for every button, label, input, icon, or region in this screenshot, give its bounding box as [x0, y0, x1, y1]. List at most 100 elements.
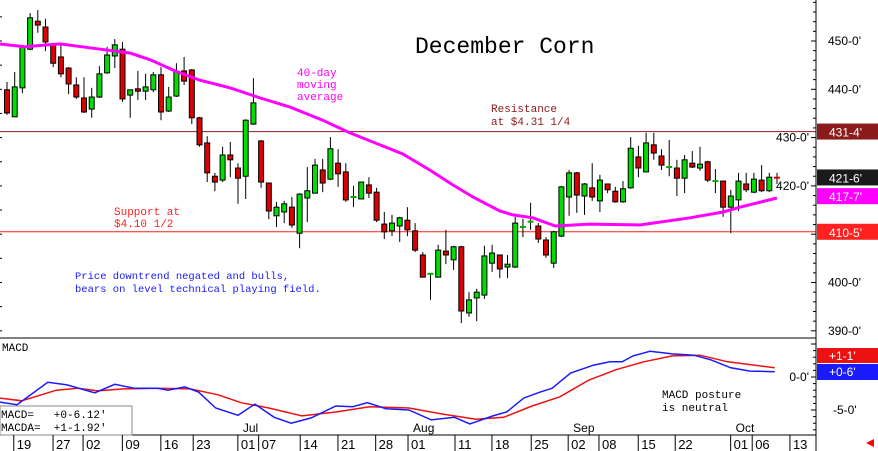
date-tick-label: 15 [641, 437, 655, 451]
candlestick-series [4, 10, 780, 324]
support-tag: 410-5' [829, 226, 862, 240]
candle [450, 245, 457, 270]
resistance-tag-bg [817, 123, 878, 140]
candle-body [150, 74, 157, 91]
macd-tag: +0-6' [829, 365, 856, 379]
candle-body [442, 250, 449, 256]
month-label: Oct [736, 421, 755, 435]
candle-body [273, 206, 280, 217]
candle-body [758, 179, 765, 192]
candle [419, 252, 426, 278]
candle-body [11, 86, 18, 118]
candle-body [227, 154, 234, 161]
candle-body [81, 97, 87, 113]
scroll-arrow-icon[interactable] [866, 439, 874, 447]
candle [581, 183, 588, 215]
candle-body [643, 142, 650, 173]
date-tick-label: 08 [602, 437, 616, 451]
candle-body [327, 148, 334, 180]
candle [604, 183, 611, 194]
month-label: Sep [573, 421, 595, 435]
candle-body [389, 222, 395, 232]
candle-body [204, 142, 211, 174]
price-tick-label: 400-0' [828, 276, 861, 290]
date-tick-label: 09 [125, 437, 139, 451]
candle [766, 172, 773, 193]
candle-body [489, 252, 496, 264]
candle [150, 71, 157, 93]
price-tick-label: 430-0' [776, 131, 809, 145]
candle-body [673, 167, 680, 179]
candle [689, 151, 696, 169]
candle-body [466, 299, 472, 314]
candle [750, 172, 757, 194]
candle [273, 201, 280, 227]
candle-body [727, 195, 734, 208]
candle-body [73, 84, 80, 98]
candle-body [566, 172, 573, 198]
macd-readout-box [0, 405, 133, 436]
month-label: Jul [243, 421, 258, 435]
candle [550, 230, 557, 269]
candle [758, 165, 765, 193]
date-tick-label: 11 [458, 437, 472, 451]
candle-body [535, 225, 542, 240]
candle [458, 245, 465, 324]
candle [219, 146, 226, 183]
moving-average-tag-bg [817, 188, 878, 205]
candle [481, 245, 488, 299]
candle [442, 229, 449, 265]
candle-body [104, 54, 111, 74]
candle [227, 141, 234, 178]
candle-body [550, 231, 557, 264]
candle-body [188, 69, 195, 119]
macda-tag-bg [817, 348, 878, 363]
candle-body [4, 89, 10, 114]
last-price-tag-bg [817, 169, 878, 186]
date-tick-label: 23 [196, 437, 210, 451]
candle [573, 171, 580, 213]
candle [743, 172, 750, 193]
candle-body [589, 187, 596, 198]
candle [342, 163, 349, 202]
candle-body [419, 254, 426, 278]
date-tick-label: 19 [17, 437, 31, 451]
candle-body [512, 222, 519, 268]
candle-body [581, 183, 588, 197]
candle [73, 77, 80, 99]
candle-body [242, 119, 249, 177]
candle [627, 137, 634, 189]
date-tick-label: 16 [164, 437, 178, 451]
candle [19, 44, 26, 94]
candle-body [481, 255, 488, 296]
candle [65, 67, 72, 95]
candle [658, 149, 665, 170]
candle-body [458, 246, 465, 312]
candle-body [119, 48, 126, 100]
candle [57, 43, 64, 78]
candle-body [473, 291, 480, 299]
candle-body [496, 254, 503, 270]
chart-title: December Corn [415, 34, 594, 60]
price-tick-label: 390-0' [828, 324, 861, 338]
macda-readout: MACDA= +1-1.92' [1, 423, 107, 435]
last-price-tag: 421-6' [829, 171, 862, 185]
candle-body [42, 26, 49, 43]
candle-body [342, 171, 349, 201]
candle [242, 119, 249, 199]
candle [496, 254, 503, 279]
candle-body [358, 181, 365, 200]
moving-average-tag: 417-7' [829, 190, 862, 204]
candle-body [404, 219, 411, 231]
candle [404, 207, 411, 237]
candle-body [57, 56, 64, 75]
candle [373, 187, 380, 223]
candle [34, 10, 41, 33]
moving-average-line [0, 42, 778, 228]
date-tick-label: 27 [56, 437, 70, 451]
candle-body [165, 96, 172, 112]
candle-body [296, 193, 303, 234]
ma-annotation: 40-day moving average [297, 68, 343, 104]
candle-body [211, 175, 218, 183]
